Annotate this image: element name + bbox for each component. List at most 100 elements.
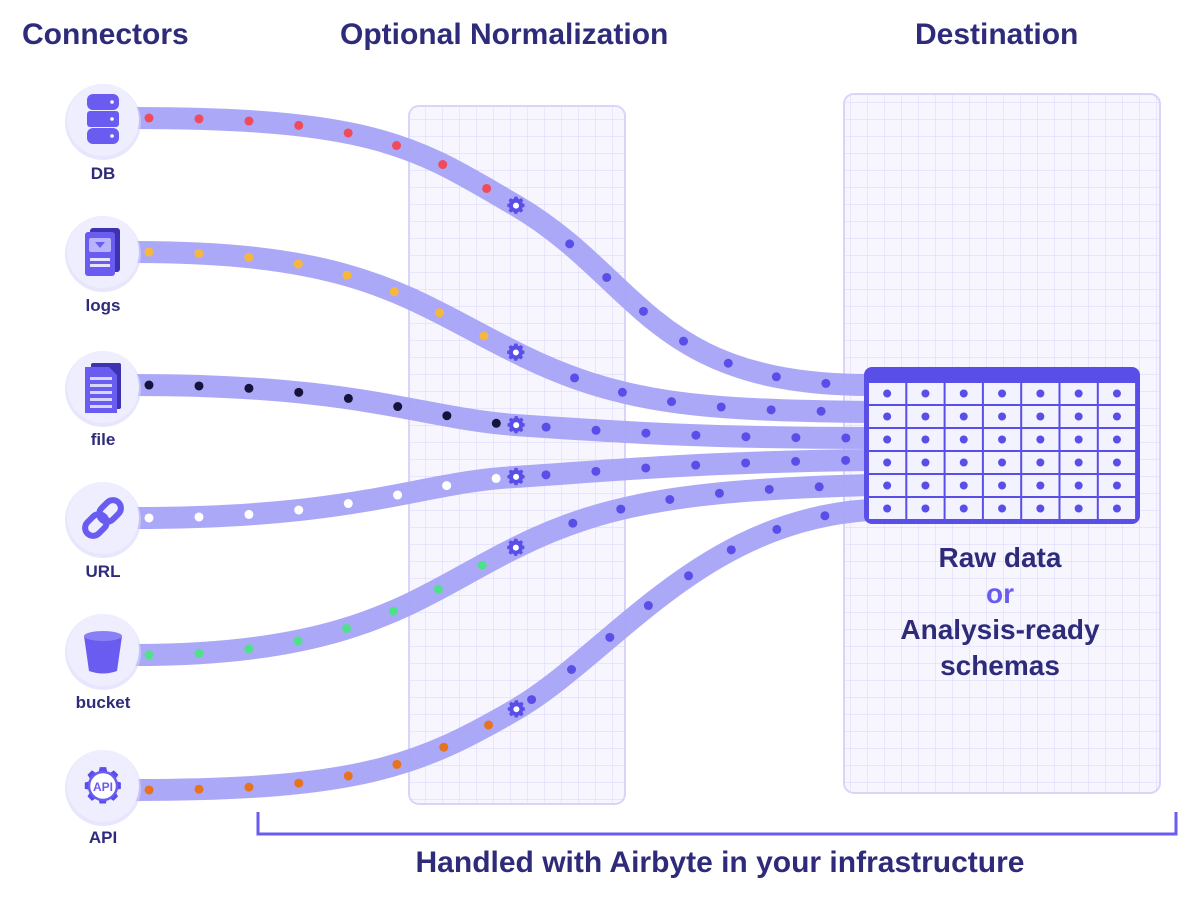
data-dot (439, 742, 449, 752)
data-dot (791, 456, 801, 466)
or-text: or (986, 578, 1014, 609)
table-cell-dot (1112, 435, 1121, 444)
table-cell-dot (1112, 481, 1121, 490)
data-dot (716, 402, 726, 412)
data-dot (442, 481, 452, 491)
table-cell-dot (959, 504, 968, 513)
data-dot (294, 120, 304, 130)
data-dot (294, 387, 304, 397)
data-dot (393, 490, 403, 500)
data-dot (541, 470, 551, 480)
table-cell-dot (921, 412, 930, 421)
table-cell-dot (883, 389, 892, 398)
data-dot (389, 287, 399, 297)
data-dot (244, 116, 254, 126)
table-cell-dot (959, 458, 968, 467)
data-dots (144, 113, 851, 795)
data-dot (244, 383, 254, 393)
data-dot (393, 402, 403, 412)
table-cell-dot (1036, 481, 1045, 490)
normalization-gear-icon (507, 538, 525, 556)
normalization-gear-icon (507, 700, 525, 718)
data-dot (343, 128, 353, 138)
table-cell-dot (998, 412, 1007, 421)
data-dot (144, 513, 154, 523)
data-dot (723, 358, 733, 368)
table-cell-dot (1074, 412, 1083, 421)
table-cell-dot (883, 458, 892, 467)
data-dot (726, 545, 736, 555)
normalization-gear-icon (507, 343, 525, 361)
connector-label-logs: logs (85, 296, 121, 315)
data-dot (684, 571, 694, 581)
data-dot (679, 336, 689, 346)
data-dot (766, 405, 776, 415)
data-dot (771, 372, 781, 382)
data-dot (641, 428, 651, 438)
table-cell-dot (921, 435, 930, 444)
data-dot (388, 606, 398, 616)
table-cell-dot (1036, 504, 1045, 513)
data-dot (244, 252, 254, 262)
data-dot (638, 306, 648, 316)
table-cell-dot (998, 435, 1007, 444)
table-cell-dot (959, 412, 968, 421)
table-cell-dot (1074, 504, 1083, 513)
table-cell-dot (1112, 412, 1121, 421)
data-dot (477, 560, 487, 570)
table-cell-dot (883, 504, 892, 513)
data-dot (491, 418, 501, 428)
normalization-gear-icon (507, 416, 525, 434)
data-dot (342, 623, 352, 633)
data-dot (643, 601, 653, 611)
api-icon-text: API (93, 780, 113, 794)
data-dot (479, 331, 489, 341)
data-dot (665, 495, 675, 505)
table-cell-dot (1112, 458, 1121, 467)
data-dot (244, 782, 254, 792)
connector-label-api: API (88, 828, 118, 847)
data-dot (343, 393, 353, 403)
data-dot (772, 524, 782, 534)
table-cell-dot (1036, 412, 1045, 421)
normalization-gear-icon (507, 196, 525, 214)
connector-label-url: URL (85, 562, 121, 581)
data-dot (617, 387, 627, 397)
data-dot (194, 248, 204, 258)
data-dot (144, 650, 154, 660)
data-dot (816, 406, 826, 416)
table-cell-dot (998, 504, 1007, 513)
bucket-icon (84, 631, 122, 674)
link-icon (82, 497, 124, 539)
data-dot (194, 512, 204, 522)
data-dot (820, 511, 830, 521)
footer-caption: Handled with Airbyte in your infrastruct… (415, 846, 1025, 879)
table-cell-dot (998, 389, 1007, 398)
data-dot (293, 636, 303, 646)
data-dot (602, 272, 612, 282)
table-cell-dot (1112, 504, 1121, 513)
data-dot (714, 488, 724, 498)
connectors-heading: Connectors (22, 18, 189, 51)
data-dot (565, 239, 575, 249)
data-dot (438, 160, 448, 170)
destination-caption: Raw data or Analysis-ready schemas (860, 540, 1140, 684)
table-cell-dot (883, 481, 892, 490)
data-dot (591, 466, 601, 476)
data-dot (567, 664, 577, 674)
data-dot (527, 695, 537, 705)
table-cell-dot (1036, 389, 1045, 398)
data-dot (392, 141, 402, 151)
data-dot (691, 430, 701, 440)
data-dot (641, 463, 651, 473)
data-dot (741, 458, 751, 468)
data-dot (144, 113, 154, 123)
data-dot (821, 378, 831, 388)
analysis-ready-text: Analysis-ready (900, 614, 1100, 645)
table-cell-dot (883, 412, 892, 421)
data-dot (764, 484, 774, 494)
data-dot (144, 380, 154, 390)
data-dot (482, 183, 492, 193)
data-dot (491, 473, 501, 483)
data-dot (144, 785, 154, 795)
